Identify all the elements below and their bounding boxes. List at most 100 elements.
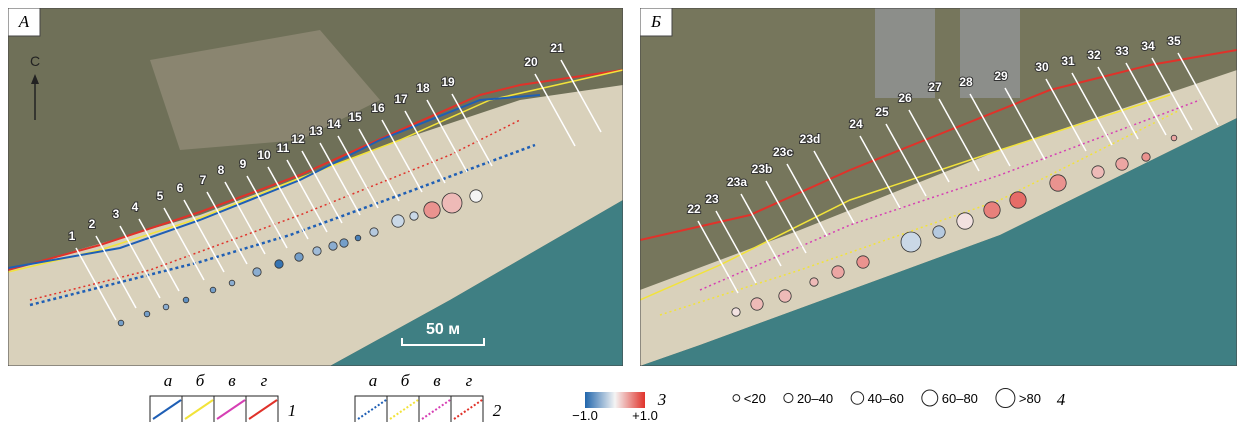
profile-label: 23a xyxy=(727,175,747,189)
marker xyxy=(295,253,303,261)
profile-label: 8 xyxy=(218,163,225,177)
legend-line xyxy=(422,400,450,419)
profile-label: 27 xyxy=(928,80,942,94)
legend-letter: г xyxy=(466,371,473,390)
profile-label: 13 xyxy=(309,124,323,138)
profile-label: 29 xyxy=(994,69,1008,83)
marker xyxy=(984,202,1000,218)
marker xyxy=(810,278,818,286)
color-tick-label: +1.0 xyxy=(632,408,658,422)
marker xyxy=(1116,158,1128,170)
marker xyxy=(1010,192,1026,208)
legend-number: 3 xyxy=(657,390,667,409)
north-label: С xyxy=(30,53,40,69)
legend-number: 4 xyxy=(1057,390,1066,409)
marker xyxy=(329,242,337,250)
marker xyxy=(732,308,740,316)
marker xyxy=(1092,166,1104,178)
legend-letter: б xyxy=(401,371,410,390)
profile-label: 23c xyxy=(773,145,793,159)
marker xyxy=(183,297,189,303)
legend-box xyxy=(355,396,483,422)
legend-line xyxy=(217,400,245,419)
marker xyxy=(1050,175,1066,191)
legend-line xyxy=(390,400,418,419)
profile-label: 6 xyxy=(177,181,184,195)
profile-label: 1 xyxy=(69,229,76,243)
size-sample xyxy=(996,389,1015,408)
profile-label: 10 xyxy=(257,148,271,162)
marker xyxy=(1142,153,1150,161)
profile-label: 31 xyxy=(1061,54,1075,68)
size-label: 60–80 xyxy=(942,391,978,406)
profile-label: 20 xyxy=(524,55,538,69)
marker xyxy=(355,235,361,241)
profile-label: 5 xyxy=(157,189,164,203)
profile-label: 35 xyxy=(1167,34,1181,48)
profile-label: 16 xyxy=(371,101,385,115)
marker xyxy=(392,215,404,227)
size-label: >80 xyxy=(1019,391,1041,406)
color-tick-label: −1.0 xyxy=(572,408,598,422)
marker xyxy=(901,232,921,252)
marker xyxy=(779,290,791,302)
marker xyxy=(370,228,378,236)
profile-label: 12 xyxy=(291,132,305,146)
marker xyxy=(442,193,462,213)
legend-letter: а xyxy=(164,371,173,390)
marker xyxy=(933,226,945,238)
size-sample xyxy=(784,393,793,402)
size-sample xyxy=(922,390,938,406)
legend-letter: в xyxy=(433,371,441,390)
panel-label: А xyxy=(18,12,30,31)
marker xyxy=(275,260,283,268)
profile-label: 32 xyxy=(1087,48,1101,62)
profile-label: 34 xyxy=(1141,39,1155,53)
legend-letter: а xyxy=(369,371,378,390)
marker xyxy=(1171,135,1177,141)
marker xyxy=(163,304,169,310)
marker xyxy=(957,213,973,229)
profile-label: 23b xyxy=(752,162,773,176)
marker xyxy=(253,268,261,276)
profile-label: 7 xyxy=(200,173,207,187)
marker xyxy=(410,212,418,220)
legend-letter: б xyxy=(196,371,205,390)
size-label: 20–40 xyxy=(797,391,833,406)
marker xyxy=(470,190,482,202)
profile-label: 23d xyxy=(800,132,821,146)
marker xyxy=(424,202,440,218)
color-bar xyxy=(585,392,645,408)
profile-label: 33 xyxy=(1115,44,1129,58)
profile-label: 4 xyxy=(132,200,139,214)
profile-label: 19 xyxy=(441,75,455,89)
marker xyxy=(751,298,763,310)
legend-line xyxy=(185,400,213,419)
profile-label: 9 xyxy=(240,157,247,171)
marker xyxy=(340,239,348,247)
legend-line xyxy=(153,400,181,419)
profile-label: 14 xyxy=(327,117,341,131)
profile-label: 18 xyxy=(416,81,430,95)
marker xyxy=(832,266,844,278)
profile-label: 15 xyxy=(348,110,362,124)
legend-letter: г xyxy=(261,371,268,390)
legend-line xyxy=(454,400,482,419)
profile-label: 3 xyxy=(113,207,120,221)
profile-label: 25 xyxy=(875,105,889,119)
profile-label: 24 xyxy=(849,117,863,131)
size-sample xyxy=(733,395,740,402)
legend-letter: в xyxy=(228,371,236,390)
profile-label: 30 xyxy=(1035,60,1049,74)
legend-line xyxy=(358,400,386,419)
profile-label: 22 xyxy=(687,202,701,216)
marker xyxy=(313,247,321,255)
size-label: 40–60 xyxy=(868,391,904,406)
profile-label: 11 xyxy=(277,141,290,155)
profile-label: 17 xyxy=(394,92,408,106)
marker xyxy=(118,320,124,326)
size-label: <20 xyxy=(744,391,766,406)
legend-line xyxy=(249,400,277,419)
legend-number: 2 xyxy=(493,401,502,420)
size-sample xyxy=(851,392,864,405)
